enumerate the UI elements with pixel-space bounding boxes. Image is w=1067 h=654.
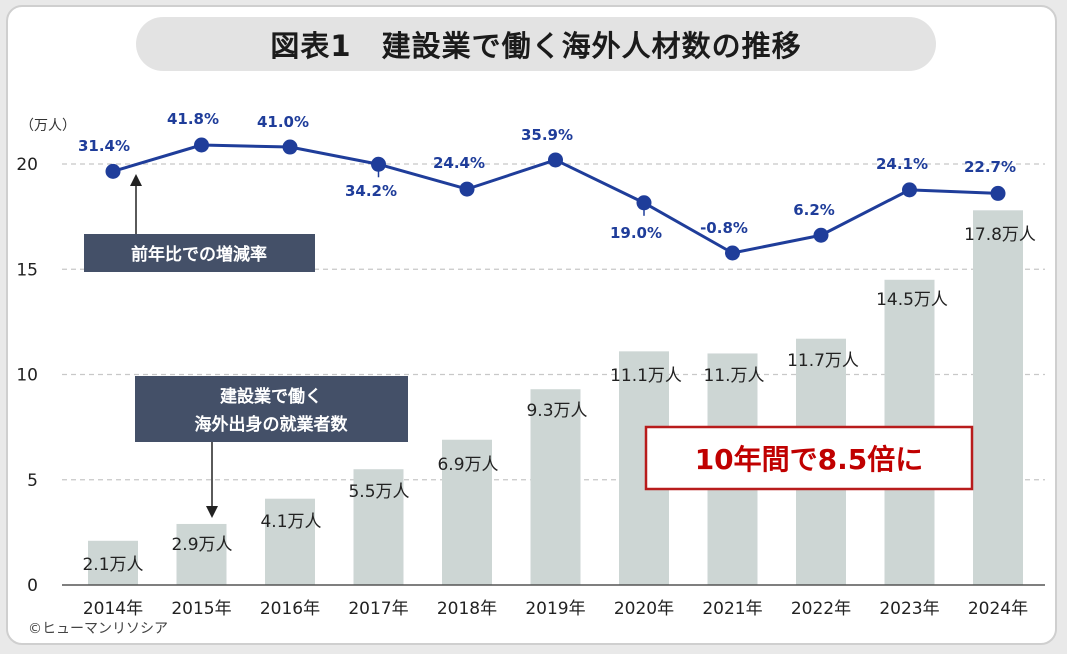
bar-data-label: 17.8万人 xyxy=(964,225,1036,245)
x-tick-label: 2015年 xyxy=(171,599,231,619)
line-marker xyxy=(636,195,652,211)
bar-callout-arrowhead xyxy=(206,506,218,518)
line-marker xyxy=(902,182,917,198)
bar-callout-text-line1: 建設業で働く xyxy=(220,386,322,407)
bar-data-label: 4.1万人 xyxy=(260,512,321,532)
x-tick-label: 2021年 xyxy=(702,599,762,619)
y-tick-label: 5 xyxy=(27,471,38,491)
bar xyxy=(442,439,492,585)
line-data-label: 19.0% xyxy=(610,224,662,242)
line-marker xyxy=(548,152,563,168)
bar xyxy=(353,469,404,585)
line-data-label: 31.4% xyxy=(78,137,130,155)
line-marker xyxy=(990,185,1006,201)
bar-data-label: 5.5万人 xyxy=(348,482,409,502)
line-marker xyxy=(459,181,475,197)
line-marker xyxy=(194,137,209,153)
bar-data-label: 2.1万人 xyxy=(82,555,143,575)
y-tick-label: 10 xyxy=(16,366,38,386)
line-data-label: 35.9% xyxy=(521,126,573,144)
y-tick-label: 0 xyxy=(27,576,38,596)
x-tick-label: 2019年 xyxy=(525,599,585,619)
line-data-label: 22.7% xyxy=(964,158,1016,176)
x-tick-label: 2014年 xyxy=(83,599,143,619)
line-callout-arrowhead xyxy=(130,174,142,186)
bar-data-label: 9.3万人 xyxy=(526,401,587,421)
bar-data-label: 11.1万人 xyxy=(610,366,682,386)
bar-callout-text-line2: 海外出身の就業者数 xyxy=(195,414,349,435)
line-marker xyxy=(105,163,121,179)
x-tick-label: 2018年 xyxy=(437,599,497,619)
line-marker xyxy=(371,156,386,172)
x-tick-label: 2016年 xyxy=(260,599,320,619)
bar-data-label: 11.万人 xyxy=(703,366,764,386)
x-tick-label: 2024年 xyxy=(968,599,1028,619)
highlight-box xyxy=(644,425,974,491)
line-data-label: 24.1% xyxy=(876,155,928,173)
line-marker xyxy=(725,245,740,261)
bar xyxy=(265,498,315,585)
highlight-text: 10年間で8.5倍に xyxy=(695,443,924,476)
line-data-label: 34.2% xyxy=(345,182,397,200)
chart-title: 図表1 建設業で働く海外人材数の推移 xyxy=(270,29,802,63)
bar xyxy=(88,540,138,585)
x-tick-label: 2023年 xyxy=(879,599,939,619)
line-data-label: 24.4% xyxy=(433,154,485,172)
line-marker xyxy=(813,227,829,243)
title-banner: 図表1 建設業で働く海外人材数の推移 xyxy=(136,17,936,71)
x-tick-label: 2017年 xyxy=(348,599,408,619)
y-tick-label: 15 xyxy=(16,260,38,280)
bar-data-label: 6.9万人 xyxy=(437,455,498,475)
line-data-label: 6.2% xyxy=(793,201,835,219)
x-tick-label: 2022年 xyxy=(791,599,851,619)
line-callout-text: 前年比での増減率 xyxy=(131,244,267,265)
bar-callout-box xyxy=(135,376,408,442)
bar-data-label: 2.9万人 xyxy=(171,535,232,555)
bar-data-label: 11.7万人 xyxy=(787,351,859,371)
bar xyxy=(973,210,1023,585)
line-data-label: 41.0% xyxy=(257,113,309,131)
bar xyxy=(530,389,581,585)
line-marker xyxy=(282,139,298,155)
y-tick-label: 20 xyxy=(16,155,38,175)
bar-data-label: 14.5万人 xyxy=(876,290,948,310)
line-data-label: -0.8% xyxy=(700,219,748,237)
line-callout-box xyxy=(84,234,315,272)
x-tick-label: 2020年 xyxy=(614,599,674,619)
y-axis-unit: （万人） xyxy=(20,118,76,134)
copyright-credit: ©ヒューマンリソシア xyxy=(28,621,168,637)
line-data-label: 41.8% xyxy=(167,110,219,128)
bar xyxy=(176,523,227,585)
